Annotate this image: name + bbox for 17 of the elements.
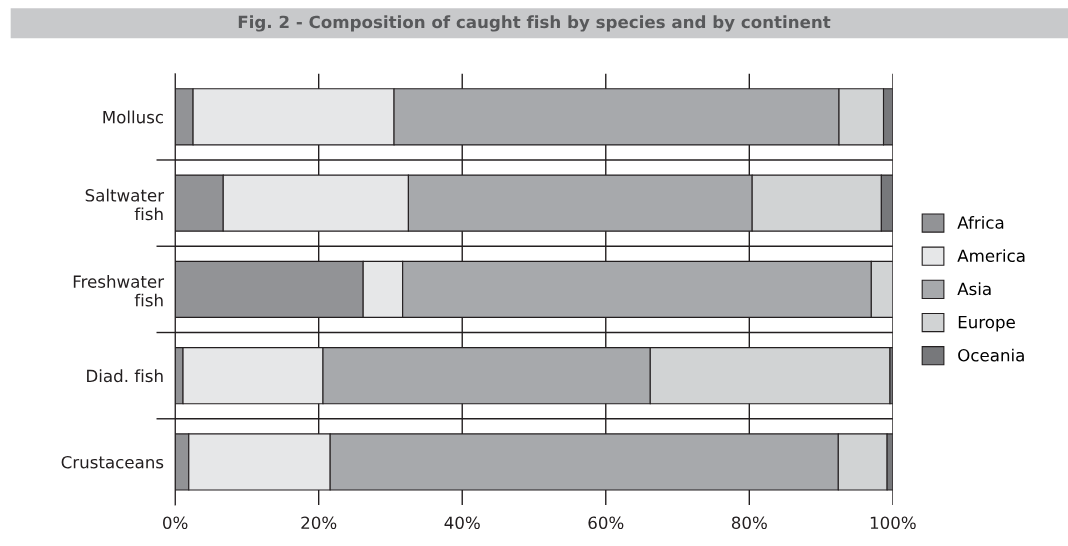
x-tick-label: 60%	[588, 516, 624, 530]
x-tick-label: 40%	[444, 516, 480, 530]
y-tick-label: Freshwater fish	[73, 274, 165, 307]
y-tick-label: Mollusc	[103, 110, 164, 124]
y-tick-label: Saltwater fish	[85, 188, 165, 221]
x-tick-label: 20%	[301, 516, 337, 530]
legend-label: Africa	[957, 215, 1004, 229]
x-tick-label: 0%	[163, 516, 188, 530]
chart-title: Fig. 2 - Composition of caught fish by species and by continent	[238, 15, 831, 32]
x-tick-label: 100%	[870, 516, 916, 530]
y-tick-label: Diad. fish	[87, 369, 163, 383]
x-tick-label: 80%	[731, 516, 767, 530]
legend-label: Oceania	[958, 348, 1024, 362]
legend-label: Asia	[957, 282, 991, 296]
legend-label: Europe	[958, 315, 1015, 332]
y-tick-label: Crustaceans	[61, 455, 164, 469]
legend-label: America	[957, 249, 1025, 263]
